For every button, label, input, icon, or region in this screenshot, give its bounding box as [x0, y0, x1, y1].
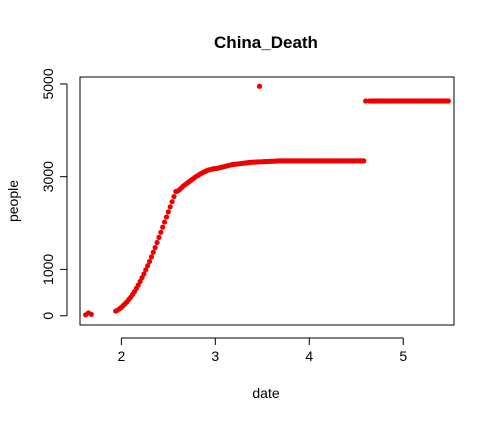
data-point [150, 249, 156, 255]
data-point [171, 193, 177, 200]
data-point [154, 239, 160, 246]
chart-title: China_Death [214, 33, 318, 52]
x-tick-label: 2 [117, 348, 125, 364]
y-axis-label: people [5, 180, 21, 222]
data-point [158, 229, 164, 235]
y-tick-label: 0 [40, 312, 56, 320]
data-point [169, 199, 175, 205]
data-point [143, 267, 149, 273]
data-point [146, 258, 153, 265]
data-point [141, 271, 147, 277]
y-tick-label: 5000 [40, 68, 56, 99]
data-point [165, 209, 171, 215]
data-points [83, 83, 451, 318]
x-axis: 2 3 4 5 [117, 337, 407, 364]
x-tick-label: 5 [399, 348, 407, 364]
data-point [88, 311, 94, 317]
y-tick-label: 3000 [40, 161, 56, 192]
x-tick-label: 3 [211, 348, 219, 364]
data-point [152, 244, 158, 251]
data-point [160, 224, 166, 230]
data-point [145, 263, 151, 269]
data-point [361, 158, 367, 164]
data-point [445, 98, 451, 104]
x-tick-label: 4 [305, 348, 313, 364]
y-tick-label: 1000 [40, 254, 56, 285]
data-point [363, 98, 369, 104]
plot-frame [79, 76, 455, 326]
data-point [156, 234, 162, 240]
data-point [256, 83, 263, 89]
data-point [163, 214, 170, 220]
y-axis: 0 1000 3000 5000 [40, 68, 68, 320]
data-point [161, 219, 168, 225]
x-axis-label: date [252, 385, 279, 401]
data-point [148, 254, 155, 260]
data-point [167, 204, 173, 210]
